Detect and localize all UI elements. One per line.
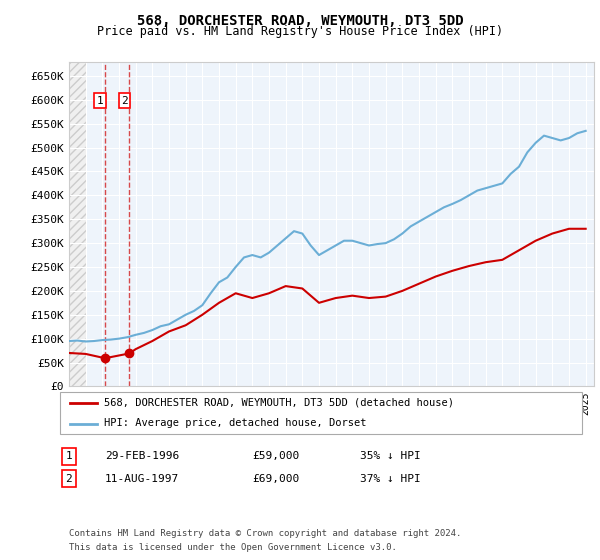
Text: 37% ↓ HPI: 37% ↓ HPI [360,474,421,484]
Text: This data is licensed under the Open Government Licence v3.0.: This data is licensed under the Open Gov… [69,543,397,552]
Text: Price paid vs. HM Land Registry's House Price Index (HPI): Price paid vs. HM Land Registry's House … [97,25,503,38]
Text: 29-FEB-1996: 29-FEB-1996 [105,451,179,461]
Text: 2: 2 [65,474,73,484]
Text: 568, DORCHESTER ROAD, WEYMOUTH, DT3 5DD: 568, DORCHESTER ROAD, WEYMOUTH, DT3 5DD [137,14,463,28]
Text: HPI: Average price, detached house, Dorset: HPI: Average price, detached house, Dors… [104,418,367,428]
Text: 2: 2 [121,96,128,106]
Text: Contains HM Land Registry data © Crown copyright and database right 2024.: Contains HM Land Registry data © Crown c… [69,529,461,538]
Text: 11-AUG-1997: 11-AUG-1997 [105,474,179,484]
FancyBboxPatch shape [60,392,582,434]
Text: 568, DORCHESTER ROAD, WEYMOUTH, DT3 5DD (detached house): 568, DORCHESTER ROAD, WEYMOUTH, DT3 5DD … [104,398,454,408]
Text: £59,000: £59,000 [252,451,299,461]
Text: £69,000: £69,000 [252,474,299,484]
Text: 35% ↓ HPI: 35% ↓ HPI [360,451,421,461]
Text: 1: 1 [97,96,103,106]
Text: 1: 1 [65,451,73,461]
Bar [69,62,86,386]
